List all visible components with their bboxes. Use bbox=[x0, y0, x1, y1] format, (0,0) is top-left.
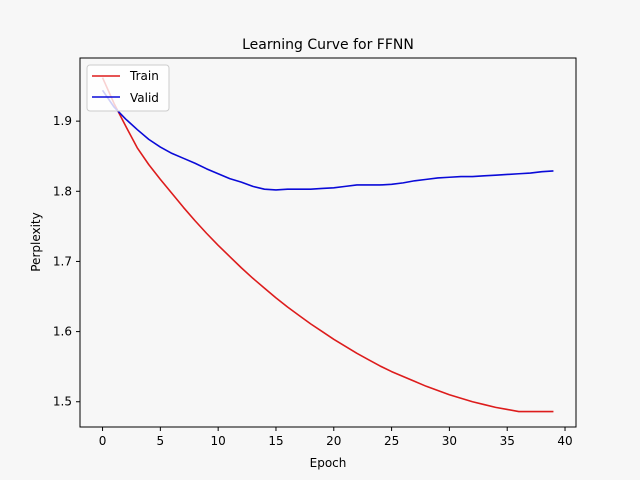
y-tick-label: 1.5 bbox=[53, 395, 72, 409]
x-tick-label: 30 bbox=[442, 434, 457, 448]
series-lines bbox=[101, 77, 554, 413]
legend-label-train: Train bbox=[129, 69, 159, 83]
x-axis-label: Epoch bbox=[310, 456, 347, 470]
y-axis-ticks: 1.5 1.6 1.7 1.8 1.9 bbox=[53, 114, 80, 409]
plot-area bbox=[80, 58, 576, 427]
y-tick-label: 1.9 bbox=[53, 114, 72, 128]
x-tick-label: 25 bbox=[384, 434, 399, 448]
x-tick-label: 5 bbox=[157, 434, 165, 448]
x-tick-label: 15 bbox=[268, 434, 283, 448]
series-line-train bbox=[101, 77, 554, 413]
y-tick-label: 1.7 bbox=[53, 254, 72, 268]
series-line-valid bbox=[101, 89, 554, 191]
y-axis-label: Perplexity bbox=[29, 212, 43, 272]
x-tick-label: 20 bbox=[326, 434, 341, 448]
x-tick-label: 35 bbox=[500, 434, 515, 448]
chart-title: Learning Curve for FFNN bbox=[242, 37, 414, 53]
x-tick-label: 0 bbox=[99, 434, 107, 448]
legend-label-valid: Valid bbox=[130, 91, 159, 105]
legend: Train Valid bbox=[86, 64, 170, 112]
plot-frame bbox=[79, 57, 577, 428]
y-tick-label: 1.8 bbox=[53, 184, 72, 198]
x-tick-label: 40 bbox=[557, 434, 572, 448]
x-axis-ticks: 0 5 10 15 20 25 30 35 40 bbox=[99, 427, 573, 448]
y-tick-label: 1.6 bbox=[53, 325, 72, 339]
x-tick-label: 10 bbox=[211, 434, 226, 448]
